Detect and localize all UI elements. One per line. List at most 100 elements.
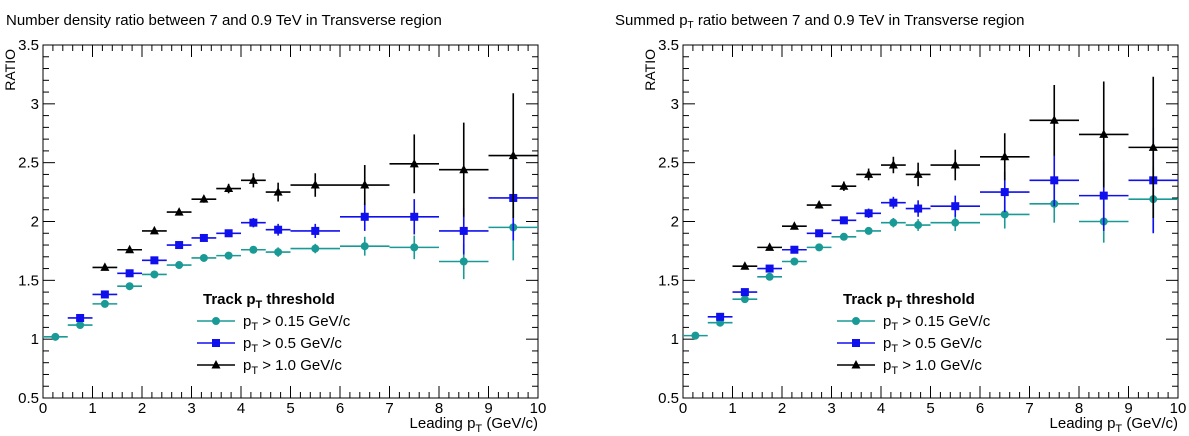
x-tick-label: 10 bbox=[530, 400, 547, 417]
marker-triangle bbox=[211, 360, 221, 369]
legend-label: pT > 1.0 GeV/c bbox=[883, 357, 982, 377]
y-tick-label: 2.5 bbox=[658, 155, 679, 172]
x-tick-label: 5 bbox=[286, 400, 294, 417]
marker-square bbox=[716, 312, 725, 321]
marker-triangle bbox=[950, 160, 960, 169]
x-tick-label: 9 bbox=[484, 400, 492, 417]
label-text: p bbox=[883, 357, 891, 374]
marker-circle bbox=[852, 317, 860, 325]
marker-circle bbox=[410, 243, 419, 252]
marker-circle bbox=[1000, 210, 1009, 219]
y-tick-label: 1.5 bbox=[18, 272, 39, 289]
marker-circle bbox=[51, 332, 60, 341]
marker-circle bbox=[914, 221, 923, 230]
marker-circle bbox=[100, 299, 109, 308]
chart-title-text: Summed p bbox=[615, 12, 688, 29]
legend-header: Track pT threshold bbox=[843, 291, 975, 311]
label-text: > 0.5 GeV/c bbox=[258, 335, 342, 352]
marker-triangle bbox=[839, 181, 849, 190]
x-tick-label: 7 bbox=[385, 400, 393, 417]
legend-entry: pT > 0.15 GeV/c bbox=[837, 313, 991, 333]
marker-triangle bbox=[224, 183, 234, 193]
series-group bbox=[707, 127, 1178, 321]
marker-circle bbox=[765, 272, 774, 281]
marker-circle bbox=[249, 245, 258, 254]
marker-square bbox=[100, 290, 109, 299]
marker-triangle bbox=[149, 225, 159, 235]
legend-label: pT > 0.15 GeV/c bbox=[243, 313, 351, 333]
y-tick-label: 1.5 bbox=[658, 272, 679, 289]
marker-triangle bbox=[765, 242, 775, 251]
marker-circle bbox=[951, 218, 960, 227]
marker-square bbox=[212, 339, 220, 347]
x-tick-label: 4 bbox=[877, 400, 885, 417]
marker-circle bbox=[175, 261, 184, 270]
y-tick-label: 2 bbox=[31, 214, 39, 231]
marker-square bbox=[76, 313, 85, 322]
subscript-text: T bbox=[896, 299, 903, 311]
x-tick-label: 6 bbox=[976, 400, 984, 417]
legend-entry: pT > 1.0 GeV/c bbox=[837, 357, 982, 377]
x-axis-label: Leading pT (GeV/c) bbox=[1050, 415, 1178, 435]
subscript-text: T bbox=[1115, 423, 1122, 435]
marker-triangle bbox=[508, 150, 518, 160]
marker-triangle bbox=[360, 180, 370, 189]
marker-circle bbox=[125, 282, 134, 291]
label-text: p bbox=[243, 313, 251, 330]
marker-square bbox=[360, 212, 369, 221]
y-axis-label: RATIO bbox=[642, 49, 658, 91]
marker-square bbox=[410, 212, 419, 221]
subscript-text: T bbox=[891, 321, 898, 333]
marker-triangle bbox=[740, 261, 750, 270]
marker-triangle bbox=[273, 187, 283, 196]
label-text: > 0.15 GeV/c bbox=[258, 313, 351, 330]
label-text: threshold bbox=[902, 291, 975, 308]
y-tick-label: 3 bbox=[671, 96, 679, 113]
marker-square bbox=[1000, 188, 1009, 197]
series-group bbox=[732, 76, 1178, 270]
marker-triangle bbox=[1049, 115, 1059, 124]
y-tick-label: 3.5 bbox=[658, 37, 679, 54]
x-tick-label: 8 bbox=[435, 400, 443, 417]
label-text: threshold bbox=[262, 291, 335, 308]
marker-triangle bbox=[851, 360, 861, 369]
label-text: Track p bbox=[203, 291, 256, 308]
chart-title-text: Number density ratio between 7 and 0.9 T… bbox=[6, 12, 442, 29]
label-text: > 1.0 GeV/c bbox=[898, 357, 982, 374]
y-axis-label: RATIO bbox=[2, 49, 18, 91]
marker-square bbox=[864, 209, 873, 218]
label-text: > 0.15 GeV/c bbox=[898, 313, 991, 330]
label-text: Leading p bbox=[410, 415, 476, 432]
marker-square bbox=[311, 226, 320, 235]
marker-square bbox=[765, 264, 774, 273]
subscript-text: T bbox=[475, 423, 482, 435]
marker-square bbox=[1050, 176, 1059, 185]
marker-square bbox=[740, 288, 749, 297]
y-tick-label: 1 bbox=[671, 331, 679, 348]
marker-square bbox=[125, 269, 134, 278]
marker-square bbox=[815, 229, 824, 238]
marker-square bbox=[175, 241, 184, 250]
marker-circle bbox=[815, 243, 824, 252]
x-tick-label: 8 bbox=[1075, 400, 1083, 417]
x-tick-label: 3 bbox=[827, 400, 835, 417]
marker-circle bbox=[740, 295, 749, 304]
y-tick-label: 0.5 bbox=[658, 390, 679, 407]
x-tick-label: 6 bbox=[336, 400, 344, 417]
chart-title-text-rest: ratio between 7 and 0.9 TeV in Transvers… bbox=[693, 12, 1025, 29]
marker-square bbox=[199, 233, 208, 242]
chart-panel-number-density: Number density ratio between 7 and 0.9 T… bbox=[0, 0, 594, 436]
chart-title: Summed pT ratio between 7 and 0.9 TeV in… bbox=[615, 12, 1024, 31]
x-tick-label: 1 bbox=[88, 400, 96, 417]
marker-triangle bbox=[174, 207, 184, 216]
y-tick-label: 2 bbox=[671, 214, 679, 231]
marker-square bbox=[274, 225, 283, 234]
legend-label: pT > 0.15 GeV/c bbox=[883, 313, 991, 333]
marker-square bbox=[150, 256, 159, 265]
y-tick-label: 2.5 bbox=[18, 155, 39, 172]
marker-square bbox=[839, 216, 848, 225]
marker-triangle bbox=[814, 200, 824, 209]
legend-label: pT > 0.5 GeV/c bbox=[883, 335, 982, 355]
subscript-text: T bbox=[256, 299, 263, 311]
